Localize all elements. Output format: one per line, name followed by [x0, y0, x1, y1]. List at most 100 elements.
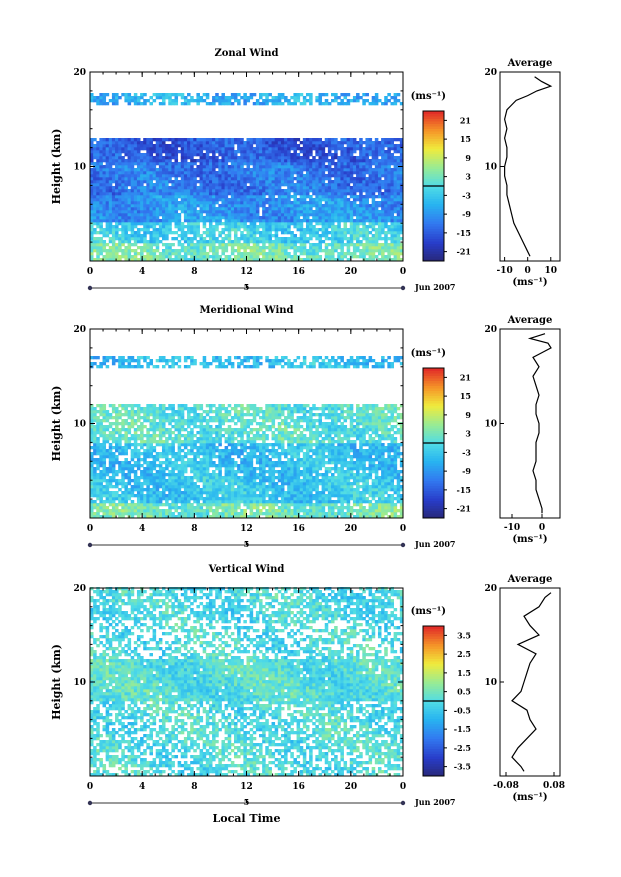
heatmap-cell — [356, 177, 360, 180]
heatmap-cell — [96, 96, 100, 99]
heatmap-cell — [243, 180, 247, 183]
heatmap-cell — [124, 506, 128, 509]
heatmap-cell — [359, 240, 363, 243]
heatmap-cell — [90, 96, 94, 99]
heatmap-cell — [353, 177, 357, 180]
heatmap-cell — [331, 147, 335, 150]
heatmap-cell — [153, 177, 157, 180]
heatmap-cell — [196, 153, 200, 156]
heatmap-cell — [215, 171, 219, 174]
heatmap-cell — [381, 231, 385, 234]
heatmap-cell — [300, 183, 304, 186]
heatmap-cell — [103, 198, 107, 201]
heatmap-cell — [312, 234, 316, 237]
heatmap-cell — [268, 144, 272, 147]
heatmap-cell — [128, 252, 132, 255]
heatmap-cell — [240, 246, 244, 249]
heatmap-cell — [303, 195, 307, 198]
heatmap-cell — [297, 144, 301, 147]
heatmap-cell — [118, 189, 122, 192]
heatmap-cell — [237, 150, 241, 153]
heatmap-cell — [250, 509, 254, 512]
heatmap-cell — [390, 162, 394, 165]
heatmap-cell — [350, 204, 354, 207]
heatmap-cell — [159, 189, 163, 192]
heatmap-cell — [312, 144, 316, 147]
heatmap-cell — [156, 147, 160, 150]
heatmap-cell — [134, 147, 138, 150]
heatmap-cell — [265, 255, 269, 258]
heatmap-cell — [331, 216, 335, 219]
heatmap-cell — [253, 228, 257, 231]
heatmap-cell — [190, 231, 194, 234]
heatmap-cell — [381, 195, 385, 198]
heatmap-cell — [331, 192, 335, 195]
heatmap-cell — [347, 180, 351, 183]
heatmap-cell — [149, 234, 153, 237]
heatmap-cell — [381, 141, 385, 144]
heatmap-cell — [328, 506, 332, 509]
heatmap-cell — [328, 174, 332, 177]
colorbar-tick-label: -3 — [462, 190, 471, 200]
heatmap-cell — [334, 249, 338, 252]
heatmap-cell — [331, 219, 335, 222]
heatmap-cell — [340, 168, 344, 171]
heatmap-cell — [106, 153, 110, 156]
heatmap-cell — [162, 150, 166, 153]
heatmap-cell — [240, 165, 244, 168]
heatmap-cell — [394, 243, 398, 246]
heatmap-cell — [318, 168, 322, 171]
heatmap-cell — [118, 156, 122, 159]
heatmap-cell — [240, 243, 244, 246]
heatmap-cell — [390, 500, 394, 503]
heatmap-cell — [297, 216, 301, 219]
heatmap-cell — [134, 204, 138, 207]
heatmap-cell — [300, 234, 304, 237]
heatmap-cell — [115, 494, 119, 497]
heatmap-cell — [322, 144, 326, 147]
heatmap-cell — [156, 503, 160, 506]
heatmap-cell — [131, 192, 135, 195]
heatmap-cell — [171, 180, 175, 183]
heatmap-cell — [200, 512, 204, 515]
heatmap-cell — [340, 147, 344, 150]
heatmap-cell — [225, 243, 229, 246]
heatmap-cell — [146, 497, 150, 500]
heatmap-cell — [168, 204, 172, 207]
heatmap-cell — [193, 494, 197, 497]
heatmap-cell — [209, 491, 213, 494]
heatmap-cell — [340, 201, 344, 204]
heatmap-cell — [359, 159, 363, 162]
heatmap-cell — [209, 102, 213, 105]
heatmap-cell — [143, 192, 147, 195]
heatmap-cell — [231, 201, 235, 204]
heatmap-cell — [156, 189, 160, 192]
heatmap-cell — [112, 228, 116, 231]
heatmap-cell — [196, 243, 200, 246]
heatmap-cell — [171, 231, 175, 234]
heatmap-cell — [124, 228, 128, 231]
heatmap-cell — [184, 201, 188, 204]
heatmap-cell — [378, 186, 382, 189]
heatmap-cell — [181, 192, 185, 195]
heatmap-cell — [359, 147, 363, 150]
heatmap-cell — [390, 204, 394, 207]
heatmap-cell — [93, 488, 97, 491]
heatmap-cell — [112, 138, 116, 141]
heatmap-cell — [118, 228, 122, 231]
heatmap-cell — [265, 246, 269, 249]
heatmap-cell — [206, 500, 210, 503]
heatmap-cell — [278, 150, 282, 153]
heatmap-cell — [369, 255, 373, 258]
heatmap-cell — [275, 180, 279, 183]
heatmap-cell — [303, 201, 307, 204]
heatmap-cell — [247, 255, 251, 258]
heatmap-cell — [359, 180, 363, 183]
heatmap-cell — [228, 491, 232, 494]
heatmap-cell — [272, 255, 276, 258]
heatmap-cell — [262, 213, 266, 216]
heatmap-cell — [318, 240, 322, 243]
heatmap-cell — [265, 183, 269, 186]
heatmap-cell — [156, 237, 160, 240]
heatmap-cell — [149, 150, 153, 153]
